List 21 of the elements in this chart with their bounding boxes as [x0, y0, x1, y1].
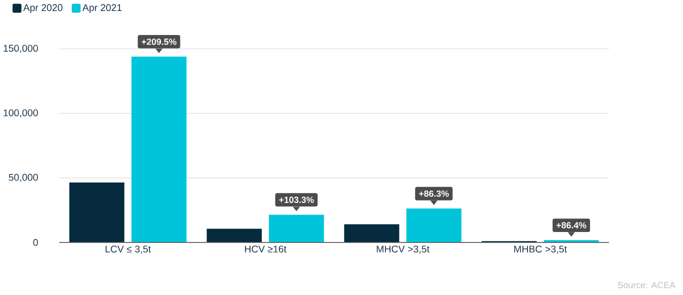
y-tick-label: 100,000	[4, 109, 38, 118]
x-tick-label: MHBC >3,5t	[514, 246, 567, 254]
x-tick-label: HCV ≥16t	[245, 246, 286, 253]
y-tick-label: 150,000	[4, 44, 38, 53]
bar	[268, 214, 324, 243]
y-tick-label: 0	[33, 239, 38, 246]
annotation: +86.4%	[556, 222, 586, 228]
bar	[206, 228, 262, 243]
bar	[69, 182, 124, 243]
bar	[406, 208, 462, 243]
y-tick-label: 50,000	[8, 174, 38, 182]
x-tick-label: LCV ≤ 3,5t	[106, 246, 151, 254]
x-tick-label: MHCV >3,5t	[376, 246, 430, 254]
annotation: +103.3%	[279, 196, 314, 204]
legend-label: Apr 2020	[23, 4, 62, 14]
annotation: +86.3%	[419, 190, 449, 197]
bar	[131, 56, 187, 243]
source-note: Source: ACEA	[618, 282, 676, 288]
legend-label: Apr 2021	[82, 4, 122, 14]
bar	[344, 224, 400, 243]
annotation: +209.5%	[142, 38, 176, 45]
